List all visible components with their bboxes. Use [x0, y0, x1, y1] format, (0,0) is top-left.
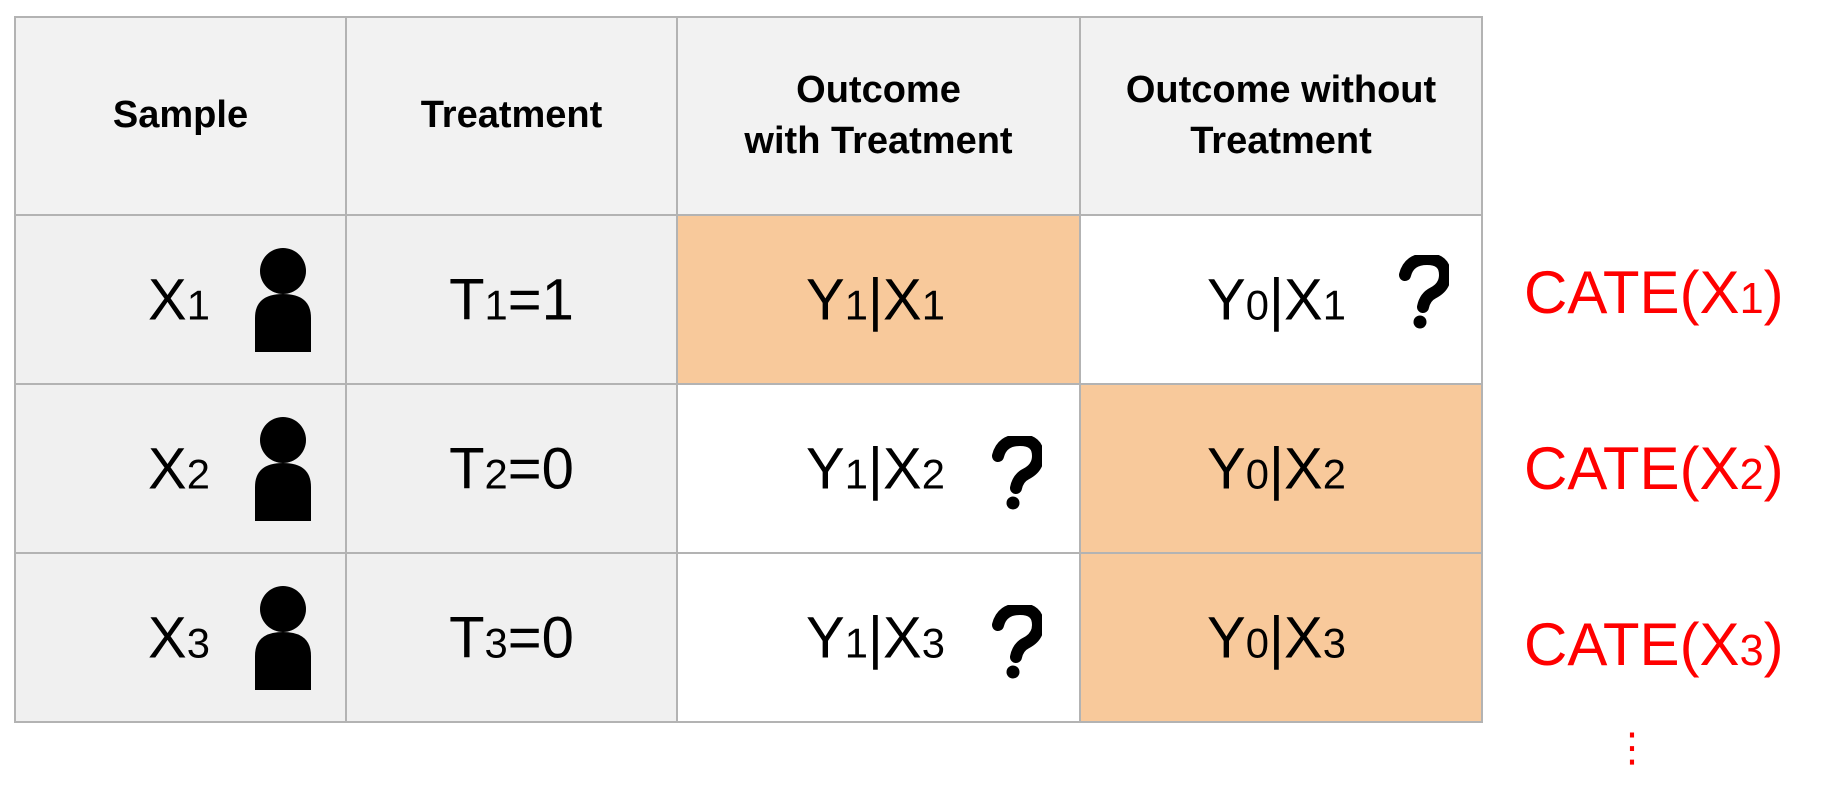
header-row: Sample Treatment Outcome with Treatment O… [14, 16, 1483, 216]
treatment-label: T2=0 [449, 436, 574, 501]
outcome-with-label: Y1|X3 [806, 605, 945, 670]
outcome-without-cell: Y0|X2 [1079, 383, 1483, 554]
cate-label: CATE(X1) [1524, 259, 1784, 326]
outcome-with-label: Y1|X2 [806, 436, 945, 501]
question-mark-icon [1399, 254, 1449, 328]
sample-label: X1 [148, 267, 210, 332]
table-row: X2 T2=0 Y1|X2 [14, 383, 1483, 554]
outcomes-grid: Sample Treatment Outcome with Treatment O… [14, 16, 1483, 723]
cate-label: CATE(X2) [1524, 435, 1784, 502]
treatment-cell: T1=1 [345, 214, 678, 385]
outcome-with-cell: Y1|X3 [676, 552, 1081, 723]
outcome-with-cell: Y1|X1 [676, 214, 1081, 385]
header-outcome-with-treatment: Outcome with Treatment [676, 16, 1081, 216]
question-mark-icon [992, 435, 1042, 509]
table-row: X3 T3=0 Y1|X3 [14, 552, 1483, 723]
outcome-with-cell: Y1|X2 [676, 383, 1081, 554]
outcome-without-label: Y0|X2 [1207, 436, 1346, 501]
outcome-without-label: Y0|X3 [1207, 605, 1346, 670]
treatment-label: T3=0 [449, 605, 574, 670]
person-icon [255, 247, 311, 352]
sample-cell: X1 [14, 214, 347, 385]
potential-outcomes-table: Sample Treatment Outcome with Treatment O… [14, 16, 1483, 723]
treatment-label: T1=1 [449, 267, 574, 332]
continuation-dots: ⋮ [1612, 726, 1652, 770]
treatment-cell: T2=0 [345, 383, 678, 554]
outcome-without-label: Y0|X1 [1207, 267, 1346, 332]
outcome-with-label: Y1|X1 [806, 267, 945, 332]
sample-label: X2 [148, 436, 210, 501]
header-outcome-without-treatment: Outcome without Treatment [1079, 16, 1483, 216]
table-row: X1 T1=1 Y1|X1 [14, 214, 1483, 385]
sample-label: X3 [148, 605, 210, 670]
header-treatment: Treatment [345, 16, 678, 216]
header-sample: Sample [14, 16, 347, 216]
sample-cell: X3 [14, 552, 347, 723]
person-icon [255, 416, 311, 521]
outcome-without-cell: Y0|X3 [1079, 552, 1483, 723]
person-icon [255, 585, 311, 690]
question-mark-icon [992, 604, 1042, 678]
outcome-without-cell: Y0|X1 [1079, 214, 1483, 385]
sample-cell: X2 [14, 383, 347, 554]
treatment-cell: T3=0 [345, 552, 678, 723]
cate-label: CATE(X3) [1524, 611, 1784, 678]
